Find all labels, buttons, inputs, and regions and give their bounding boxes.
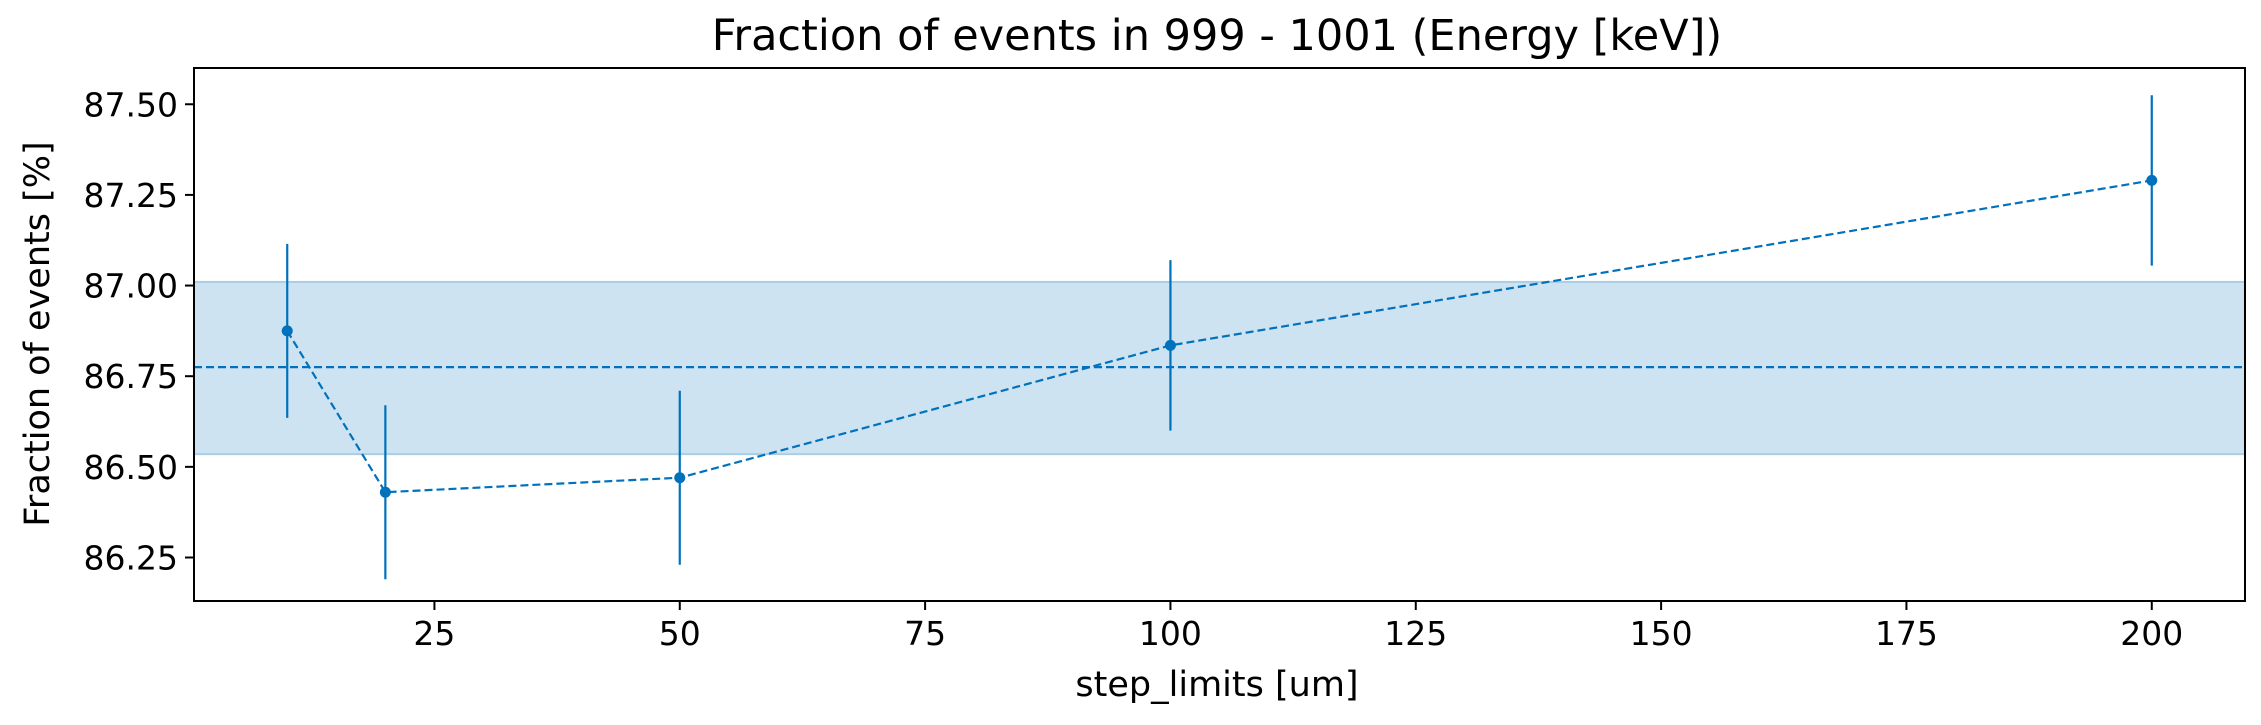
x-tick-label: 200 bbox=[2120, 614, 2183, 653]
y-tick-label: 87.25 bbox=[84, 176, 178, 215]
x-tick-label: 125 bbox=[1384, 614, 1447, 653]
y-axis: 86.25 86.50 86.75 87.00 87.25 87.50 bbox=[84, 85, 194, 577]
x-tick-label: 100 bbox=[1139, 614, 1202, 653]
axes-frame bbox=[193, 67, 2246, 602]
y-axis-label: Fraction of events [%] bbox=[18, 141, 58, 526]
y-tick-label: 87.00 bbox=[84, 267, 178, 306]
x-tick-label: 75 bbox=[904, 614, 946, 653]
x-tick-label: 50 bbox=[659, 614, 701, 653]
x-tick-label: 25 bbox=[413, 614, 455, 653]
data-point bbox=[1164, 339, 1176, 351]
x-tick-label: 175 bbox=[1875, 614, 1938, 653]
y-tick-label: 86.25 bbox=[84, 538, 178, 577]
plot-area bbox=[193, 95, 2246, 580]
x-axis-label: step_limits [um] bbox=[1075, 665, 1358, 705]
data-point bbox=[2146, 174, 2158, 186]
y-tick-label: 86.50 bbox=[84, 448, 178, 487]
chart-title: Fraction of events in 999 - 1001 (Energy… bbox=[712, 11, 1722, 61]
x-tick-label: 150 bbox=[1630, 614, 1693, 653]
data-point bbox=[674, 472, 686, 484]
y-tick-label: 87.50 bbox=[84, 85, 178, 124]
data-point bbox=[379, 486, 391, 498]
y-tick-label: 86.75 bbox=[84, 357, 178, 396]
data-point bbox=[281, 325, 293, 337]
x-axis: 25 50 75 100 125 150 175 200 bbox=[413, 601, 2183, 653]
